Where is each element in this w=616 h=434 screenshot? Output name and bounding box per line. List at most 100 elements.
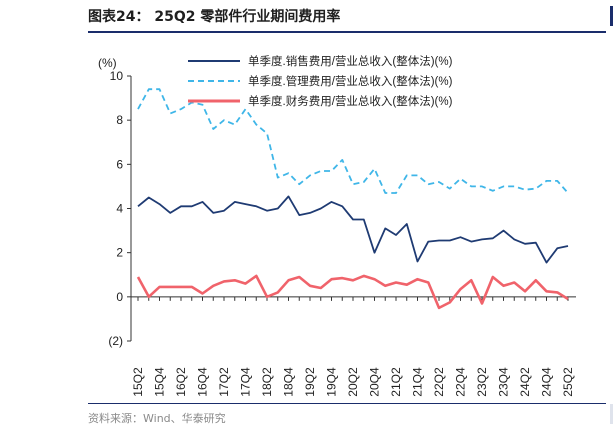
series-2-point — [524, 189, 526, 191]
series-2-point — [169, 113, 171, 115]
series-1-point — [567, 245, 569, 247]
series-1-point — [427, 241, 429, 243]
series-1-point — [438, 240, 440, 242]
series-3-point — [384, 285, 386, 287]
series-2-point — [341, 159, 343, 161]
series-3-point — [137, 276, 139, 278]
series-3-point — [567, 298, 569, 300]
series-1-point — [503, 230, 505, 232]
series-1-point — [546, 262, 548, 264]
x-tick-label: 15Q2 — [131, 367, 145, 397]
series-1-point — [524, 243, 526, 245]
series-3-point — [341, 277, 343, 279]
series-line-1 — [137, 195, 569, 264]
series-2-point — [137, 108, 139, 110]
series-2-point — [470, 186, 472, 188]
series-3-point — [245, 283, 247, 285]
series-3-point — [255, 275, 257, 277]
legend: 单季度.销售费用/营业总收入(整体法)(%) 单季度.管理费用/营业总收入(整体法… — [188, 54, 453, 108]
series-2-point — [331, 170, 333, 172]
series-3-point — [202, 293, 204, 295]
series-3-point — [470, 279, 472, 281]
series-1-point — [223, 210, 225, 212]
series-1-point — [148, 197, 150, 199]
series-1-point — [159, 203, 161, 205]
series-1-point — [352, 219, 354, 221]
series-1-point — [481, 239, 483, 241]
x-tick-label: 21Q2 — [389, 367, 403, 397]
series-3-point — [352, 279, 354, 281]
x-tick-label: 20Q2 — [346, 367, 360, 397]
series-3-point — [492, 276, 494, 278]
series-3-point — [148, 296, 150, 298]
x-tick-label: 25Q2 — [561, 367, 575, 397]
series-2-point — [492, 190, 494, 192]
series-1-point — [556, 247, 558, 249]
x-tick-label: 18Q4 — [282, 367, 296, 397]
series-3-point — [309, 285, 311, 287]
source-divider — [88, 403, 606, 404]
series-2-point — [159, 88, 161, 90]
series-1-point — [288, 196, 290, 198]
series-1-point — [460, 236, 462, 238]
chart-title: 图表24： 25Q2 零部件行业期间费用率 — [88, 9, 341, 25]
series-1-point — [384, 228, 386, 230]
series-3-point — [180, 286, 182, 288]
series-3-point — [556, 292, 558, 294]
series-layer — [136, 88, 569, 310]
series-1-point — [363, 219, 365, 221]
series-3-point — [223, 281, 225, 283]
series-2-point — [245, 108, 247, 110]
series-line-2 — [137, 88, 569, 194]
series-3-point — [363, 275, 365, 277]
x-tick-label: 24Q2 — [518, 367, 532, 397]
series-1-point — [406, 223, 408, 225]
series-3-point — [449, 302, 451, 304]
series-1-point — [449, 240, 451, 242]
source-note: 资料来源：Wind、华泰研究 — [88, 412, 226, 425]
series-1-point — [309, 212, 311, 214]
series-2-point — [535, 188, 537, 190]
series-2-point — [148, 88, 150, 90]
series-3-point — [438, 307, 440, 309]
x-tick-label: 17Q4 — [239, 367, 253, 397]
series-2-point — [503, 186, 505, 188]
y-tick-label: 2 — [116, 246, 123, 260]
y-tick-label: 10 — [110, 69, 124, 83]
x-tick-label: 19Q4 — [325, 367, 339, 397]
series-2-point — [460, 178, 462, 180]
series-1-point — [341, 205, 343, 207]
series-2-point — [427, 183, 429, 185]
series-line-3 — [136, 274, 569, 310]
y-tick-label: 0 — [116, 290, 123, 304]
series-3-point — [298, 276, 300, 278]
x-tick-label: 24Q4 — [540, 367, 554, 397]
series-2-point — [277, 177, 279, 179]
series-1-point — [298, 214, 300, 216]
series-2-point — [255, 124, 257, 126]
series-2-point — [374, 168, 376, 170]
series-2-point — [567, 192, 569, 194]
y-tick-label: 8 — [116, 113, 123, 127]
series-3-point — [546, 291, 548, 293]
series-2-point — [298, 183, 300, 185]
series-1-point — [417, 261, 419, 263]
x-tick-label: 15Q4 — [153, 367, 167, 397]
series-1-point — [331, 201, 333, 203]
series-1-point — [277, 208, 279, 210]
series-2-point — [481, 186, 483, 188]
series-2-point — [438, 181, 440, 183]
series-1-point — [180, 205, 182, 207]
series-2-point — [309, 175, 311, 177]
series-2-point — [546, 180, 548, 182]
series-1-point — [395, 234, 397, 236]
series-1-point — [245, 203, 247, 205]
series-2-point — [266, 133, 268, 135]
series-1-point — [470, 241, 472, 243]
series-3-point — [535, 279, 537, 281]
series-1-point — [169, 212, 171, 214]
series-3-point — [234, 279, 236, 281]
series-3-point — [159, 286, 161, 288]
legend-label-3: 单季度.财务费用/营业总收入(整体法)(%) — [248, 94, 453, 108]
